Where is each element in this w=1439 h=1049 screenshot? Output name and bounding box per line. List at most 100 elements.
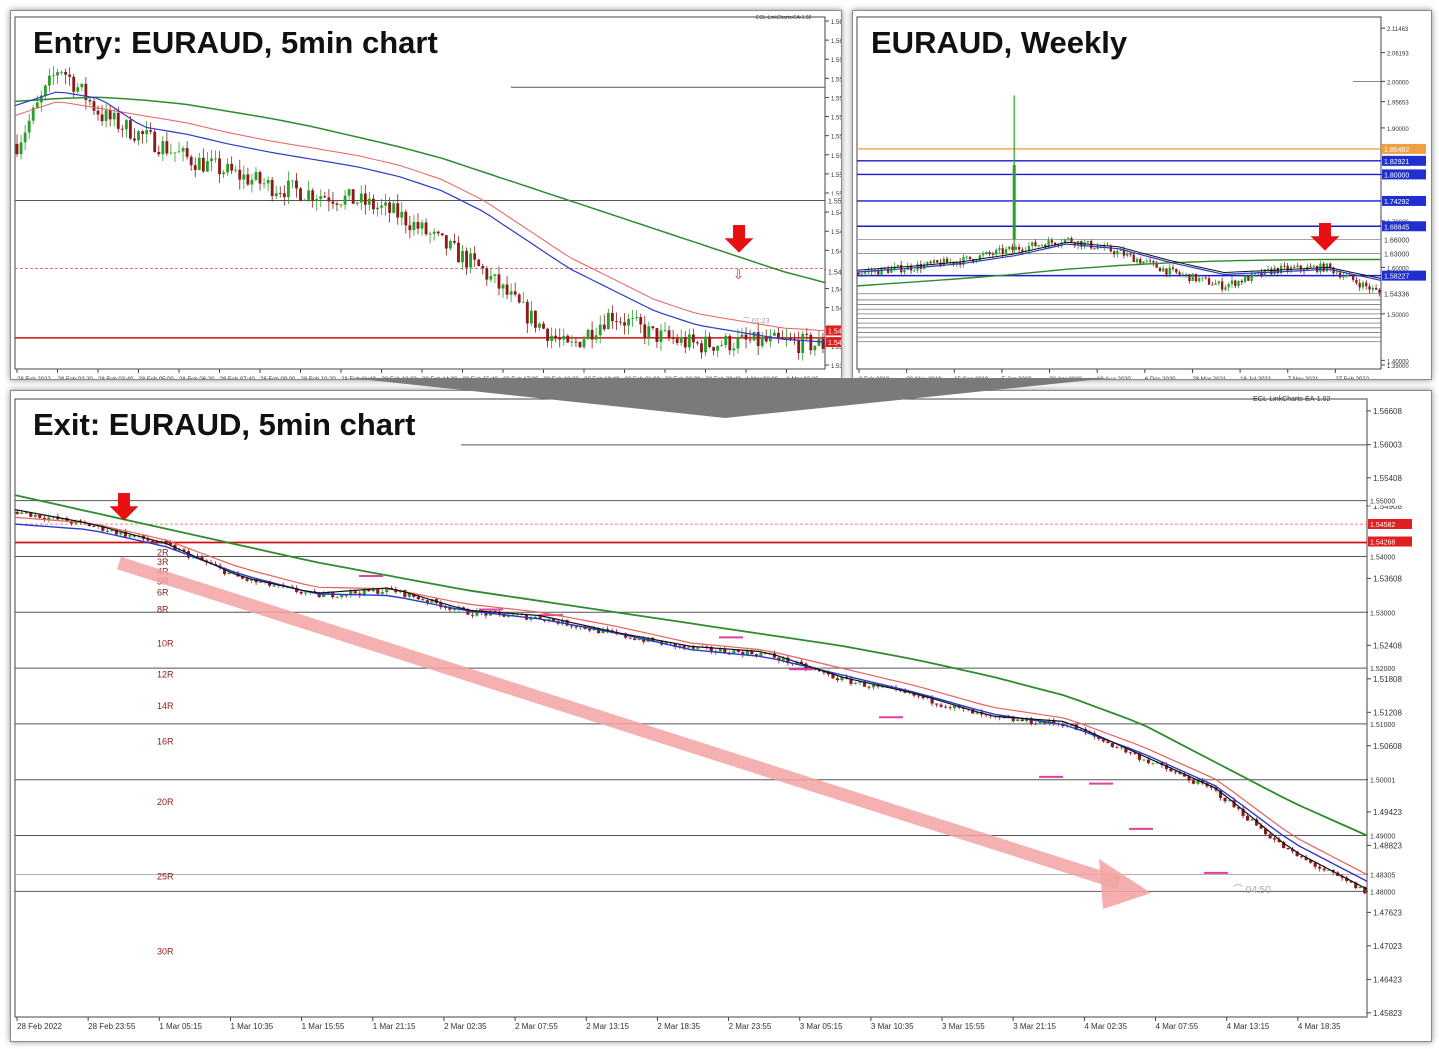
entry-candle xyxy=(534,310,537,328)
weekly-candle xyxy=(1057,244,1060,246)
exit-candle xyxy=(1187,776,1191,781)
entry-candle xyxy=(582,339,586,348)
exit-candle xyxy=(132,535,137,537)
entry-candle xyxy=(137,131,140,141)
exit-candle xyxy=(736,650,740,652)
y-tick-label: 1.90000 xyxy=(1387,127,1409,133)
exit-candle xyxy=(1236,807,1241,809)
x-tick-label: 28 Feb 05:00 xyxy=(139,377,175,379)
exit-candle xyxy=(628,637,632,639)
price-tag: 1.54000 xyxy=(1370,554,1395,561)
entry-candle xyxy=(254,172,258,180)
y-tick-label: 1.56003 xyxy=(1373,441,1402,450)
y-tick-label: 1.55188 xyxy=(831,173,841,179)
exit-candle xyxy=(1002,717,1006,719)
exit-candle xyxy=(1232,800,1236,808)
exit-candle xyxy=(24,512,28,514)
entry-candle xyxy=(303,199,306,201)
exit-candle xyxy=(786,657,790,664)
level-tag: 1.63000 xyxy=(1384,251,1409,258)
entry-candle xyxy=(797,340,801,354)
weekly-candle xyxy=(1152,261,1155,263)
entry-candle xyxy=(270,179,274,197)
exit-candle xyxy=(944,706,948,708)
entry-candle xyxy=(92,101,96,111)
risk-label: 12R xyxy=(157,670,174,680)
entry-candle xyxy=(728,335,732,351)
weekly-candle xyxy=(1162,268,1165,272)
weekly-candle xyxy=(1358,282,1361,288)
risk-label: 3R xyxy=(157,557,169,567)
ma-blue xyxy=(856,243,1382,281)
weekly-candle xyxy=(1289,267,1293,271)
price-tag: 1.51000 xyxy=(1370,722,1395,729)
exit-candle xyxy=(831,674,835,679)
exit-candle xyxy=(335,597,339,598)
weekly-candle xyxy=(1034,242,1037,247)
price-tag-bg xyxy=(1368,607,1412,618)
plot-frame xyxy=(856,16,1382,370)
entry-candle xyxy=(15,143,19,155)
exit-candle xyxy=(448,607,452,610)
y-tick-label: 1.47023 xyxy=(1373,942,1402,951)
y-tick-label: 1.54918 xyxy=(831,211,841,217)
exit-candle xyxy=(430,599,434,603)
weekly-candle xyxy=(1047,240,1050,248)
exit-candle xyxy=(1110,743,1114,747)
weekly-candle xyxy=(1145,260,1148,262)
weekly-candle xyxy=(1338,272,1342,278)
exit-candle xyxy=(529,617,533,620)
y-tick-label: 1.40000 xyxy=(1387,359,1409,365)
exit-candle xyxy=(840,677,844,681)
entry-candle xyxy=(250,179,254,185)
entry-candle xyxy=(550,335,554,342)
weekly-candle xyxy=(1073,242,1076,246)
weekly-candle xyxy=(1260,271,1263,276)
ma-slow xyxy=(14,494,1368,837)
weekly-candle xyxy=(1286,265,1289,271)
weekly-candle xyxy=(1368,286,1371,290)
entry-candle xyxy=(60,71,63,73)
level-tag-bg xyxy=(1382,143,1426,154)
y-tick-label: 1.53973 xyxy=(831,345,841,351)
exit-candle xyxy=(741,651,745,656)
exit-candle xyxy=(245,578,249,581)
exit-candle xyxy=(1259,825,1263,829)
exit-candle xyxy=(1309,859,1313,863)
entry-candle xyxy=(594,335,598,340)
entry-candle xyxy=(436,231,440,234)
entry-candle xyxy=(291,180,294,182)
exit-candle xyxy=(114,529,118,535)
entry-candle xyxy=(696,342,699,344)
price-tag-bg xyxy=(1368,830,1412,841)
entry-candle xyxy=(428,233,432,235)
weekly-candle xyxy=(1207,278,1211,285)
weekly-candle xyxy=(1194,273,1198,282)
exit-candle xyxy=(250,579,254,581)
weekly-candle xyxy=(1132,254,1135,263)
level-tag: 1.80000 xyxy=(1384,172,1409,179)
exit-candle xyxy=(826,672,831,675)
weekly-candle xyxy=(1129,253,1132,255)
entry-candle xyxy=(108,110,112,120)
weekly-candle xyxy=(1266,268,1270,270)
level-tag-bg xyxy=(1382,195,1426,206)
entry-candle xyxy=(48,75,51,86)
entry-candle xyxy=(372,198,375,210)
exit-candle xyxy=(1209,786,1214,788)
entry-candle xyxy=(558,338,562,340)
exit-candle xyxy=(493,611,497,612)
weekly-candle xyxy=(1181,274,1185,276)
entry-candle xyxy=(201,157,205,172)
weekly-signal-arrow-shaft xyxy=(1319,223,1331,238)
exit-candle xyxy=(128,535,132,537)
entry-candle xyxy=(639,317,643,325)
x-tick-label: 1 Mar 05:15 xyxy=(159,1022,202,1031)
exit-candle xyxy=(515,614,520,616)
exit-candle xyxy=(975,712,979,714)
entry-candle xyxy=(655,328,659,343)
ma-black xyxy=(14,509,1368,890)
entry-candle xyxy=(444,235,448,249)
entry-candle xyxy=(88,100,92,102)
exit-candle xyxy=(862,681,867,687)
